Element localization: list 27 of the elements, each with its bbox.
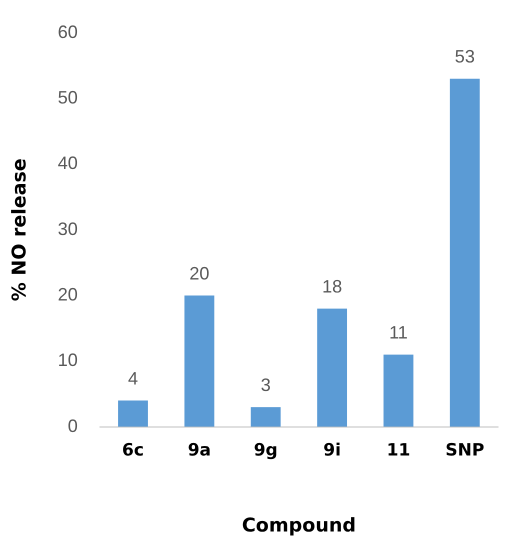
y-tick-label: 10 xyxy=(58,350,78,370)
y-tick-label: 40 xyxy=(58,153,78,174)
y-tick-label: 0 xyxy=(68,416,78,436)
x-tick-label: 9a xyxy=(188,440,212,460)
data-label: 20 xyxy=(189,263,210,284)
x-tick-label: 6c xyxy=(122,440,144,460)
y-tick-label: 60 xyxy=(58,22,78,42)
bar xyxy=(317,308,348,427)
x-tick-label: 9i xyxy=(323,440,341,460)
y-tick-label: 30 xyxy=(58,218,78,239)
x-tick-label: SNP xyxy=(445,440,484,460)
bar xyxy=(450,78,480,427)
bar xyxy=(184,295,214,427)
data-label: 11 xyxy=(389,322,408,343)
x-axis-title: Compound xyxy=(242,514,356,537)
x-tick-label: 11 xyxy=(386,440,410,460)
x-tick-label: 9g xyxy=(254,440,278,460)
bar xyxy=(250,407,281,427)
data-label: 18 xyxy=(322,276,342,297)
bar xyxy=(384,354,414,427)
data-label: 3 xyxy=(260,375,271,396)
y-tick-label: 20 xyxy=(58,284,78,304)
y-tick-label: 50 xyxy=(58,87,78,108)
data-label: 4 xyxy=(128,368,138,388)
data-label: 53 xyxy=(454,46,475,67)
y-axis-title: % NO release xyxy=(8,158,30,302)
bar xyxy=(118,400,148,427)
